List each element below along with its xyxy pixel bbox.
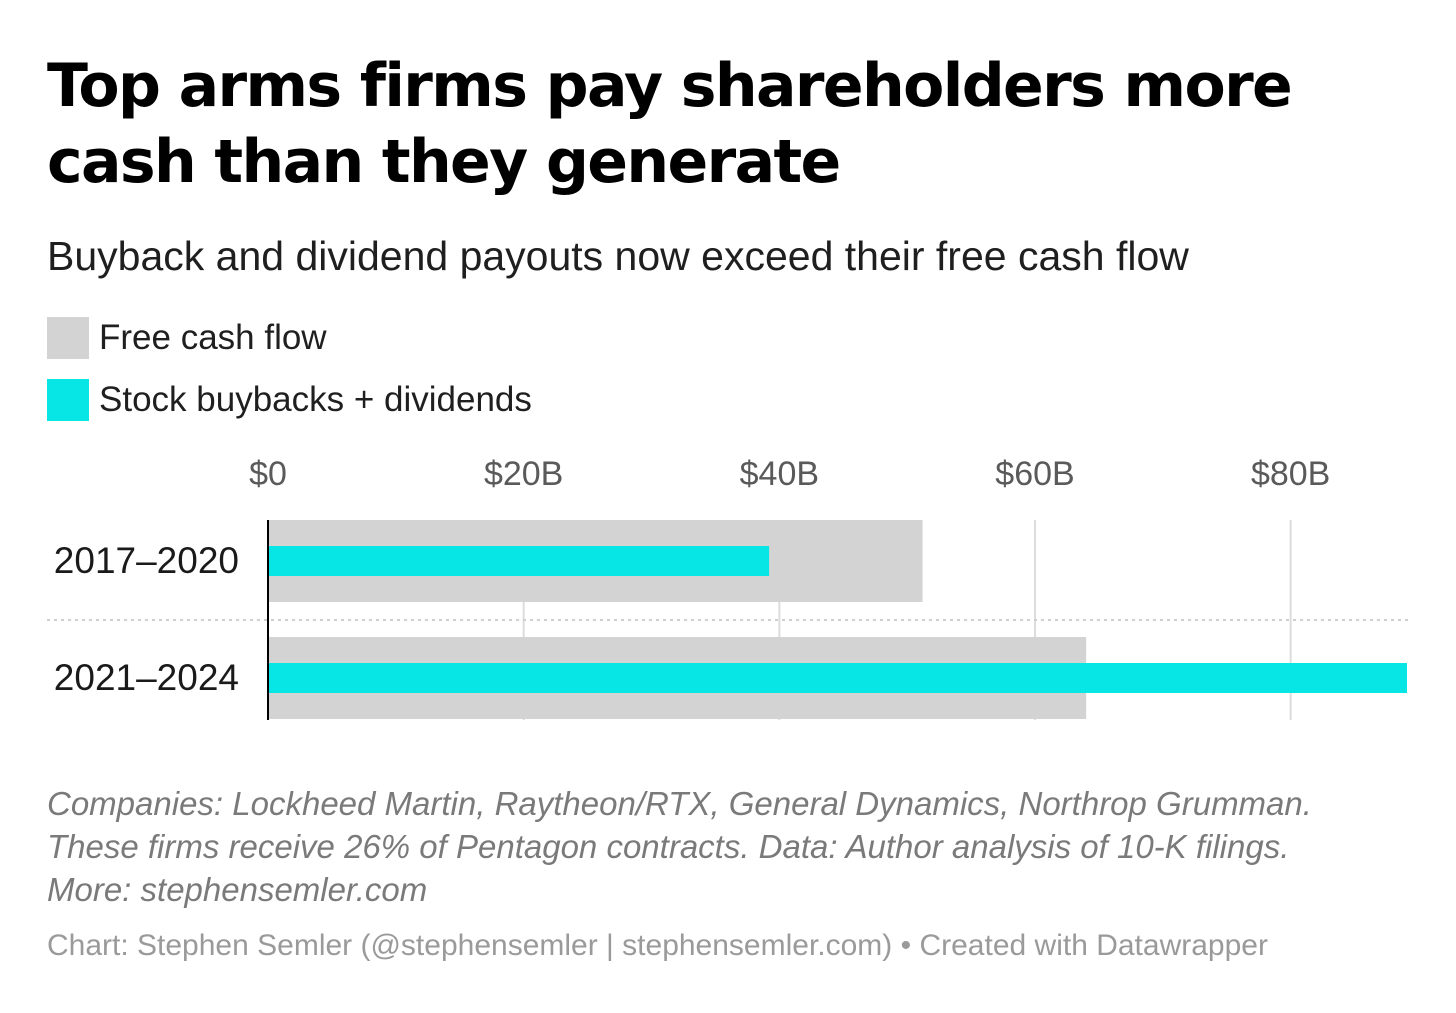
bar-chart: $0 $20B $40B $60B $80B 2017–2020 2021–2024 — [47, 455, 1410, 720]
notes-line-companies: Companies: Lockheed Martin, Raytheon/RTX… — [47, 785, 1312, 822]
bar-buybacks-dividends-1 — [268, 663, 1407, 693]
chart-subtitle: Buyback and dividend payouts now exceed … — [47, 233, 1189, 279]
legend-label-free-cash-flow: Free cash flow — [99, 318, 327, 357]
x-tick-label-2: $40B — [740, 455, 819, 493]
bar-buybacks-dividends-0 — [268, 546, 770, 576]
legend-swatch-buybacks-dividends — [47, 379, 89, 421]
x-tick-label-1: $20B — [484, 455, 563, 493]
chart-credit: Chart: Stephen Semler (@stephensemler | … — [47, 929, 1268, 962]
category-label-1: 2021–2024 — [54, 657, 239, 698]
category-label-0: 2017–2020 — [54, 540, 239, 581]
x-tick-label-4: $80B — [1251, 455, 1330, 493]
notes-line-contracts: These firms receive 26% of Pentagon cont… — [47, 828, 1290, 865]
x-tick-label-0: $0 — [249, 455, 287, 493]
chart-title: Top arms firms pay shareholders more cas… — [47, 51, 1293, 197]
notes-line-more: More: stephensemler.com — [47, 871, 428, 908]
legend-label-buybacks-dividends: Stock buybacks + dividends — [99, 380, 532, 419]
x-tick-label-3: $60B — [995, 455, 1074, 493]
chart-notes: Companies: Lockheed Martin, Raytheon/RTX… — [47, 782, 1427, 911]
legend-swatch-free-cash-flow — [47, 317, 89, 359]
